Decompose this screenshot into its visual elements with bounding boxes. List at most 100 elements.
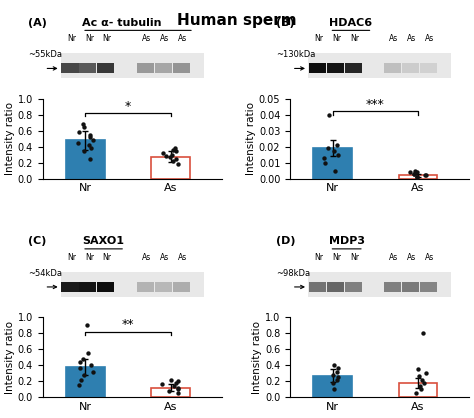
Point <box>162 153 170 160</box>
FancyBboxPatch shape <box>402 282 419 292</box>
Text: Ac α- tubulin: Ac α- tubulin <box>82 18 162 28</box>
Text: ~55kDa: ~55kDa <box>28 50 62 59</box>
FancyBboxPatch shape <box>327 282 344 292</box>
FancyBboxPatch shape <box>137 64 154 74</box>
Text: (D): (D) <box>276 236 295 246</box>
Point <box>84 350 92 357</box>
Text: (A): (A) <box>28 18 47 28</box>
Point <box>169 158 177 164</box>
Point <box>330 148 338 155</box>
FancyBboxPatch shape <box>309 282 326 292</box>
Point <box>83 322 91 329</box>
Text: *: * <box>125 99 131 112</box>
Point <box>86 155 94 162</box>
Text: As: As <box>178 253 187 262</box>
FancyBboxPatch shape <box>308 54 451 79</box>
FancyBboxPatch shape <box>173 282 190 292</box>
Text: HDAC6: HDAC6 <box>329 18 373 28</box>
Text: As: As <box>407 34 417 43</box>
Text: Nr: Nr <box>350 253 359 262</box>
Point <box>334 365 342 372</box>
Point <box>422 370 430 377</box>
FancyBboxPatch shape <box>384 282 401 292</box>
Text: As: As <box>160 34 169 43</box>
Bar <box>313 148 352 178</box>
Text: As: As <box>389 253 399 262</box>
Text: Nr: Nr <box>85 34 94 43</box>
Text: SAXO1: SAXO1 <box>82 236 124 246</box>
FancyBboxPatch shape <box>345 282 362 292</box>
Point <box>86 131 94 138</box>
Bar <box>66 140 105 178</box>
Y-axis label: Intensity ratio: Intensity ratio <box>5 321 15 394</box>
Point <box>79 121 87 127</box>
Y-axis label: Intensity ratio: Intensity ratio <box>246 102 256 175</box>
Point <box>333 142 341 148</box>
FancyBboxPatch shape <box>384 64 401 74</box>
Point <box>413 169 420 176</box>
Point <box>410 171 418 177</box>
Text: (C): (C) <box>28 236 47 246</box>
Point <box>80 371 88 378</box>
Point <box>419 330 427 336</box>
Point <box>173 148 180 155</box>
Point <box>173 155 180 162</box>
Text: As: As <box>425 253 435 262</box>
Text: MDP3: MDP3 <box>329 236 365 246</box>
FancyBboxPatch shape <box>327 64 344 74</box>
Point <box>330 386 338 393</box>
Text: ~54kDa: ~54kDa <box>28 269 62 278</box>
Point <box>174 161 182 168</box>
FancyBboxPatch shape <box>420 64 437 74</box>
Point <box>324 145 332 152</box>
FancyBboxPatch shape <box>137 282 154 292</box>
Point <box>413 173 421 180</box>
Point <box>331 167 339 174</box>
Text: As: As <box>142 253 151 262</box>
FancyBboxPatch shape <box>97 282 114 292</box>
Point <box>88 145 95 152</box>
FancyBboxPatch shape <box>155 282 172 292</box>
Point <box>413 390 420 396</box>
Text: ***: *** <box>366 98 385 111</box>
Point <box>77 376 85 383</box>
Point <box>74 139 82 146</box>
Text: ~130kDa: ~130kDa <box>276 50 315 59</box>
Point <box>159 381 166 387</box>
Point <box>166 154 173 161</box>
Text: Nr: Nr <box>332 34 341 43</box>
FancyBboxPatch shape <box>155 64 172 74</box>
Bar <box>152 157 190 178</box>
Point <box>329 380 337 386</box>
Text: As: As <box>178 34 187 43</box>
Text: Nr: Nr <box>314 34 323 43</box>
Point <box>321 155 328 161</box>
Text: Nr: Nr <box>67 34 76 43</box>
Text: As: As <box>389 34 399 43</box>
Point <box>76 359 83 365</box>
Point <box>172 380 180 386</box>
Point <box>171 382 178 389</box>
Point <box>81 147 88 154</box>
Point <box>415 373 422 380</box>
Point <box>75 382 82 388</box>
FancyBboxPatch shape <box>62 64 79 74</box>
Point <box>90 368 97 375</box>
Point <box>85 142 92 148</box>
FancyBboxPatch shape <box>173 64 190 74</box>
Bar <box>399 176 437 178</box>
FancyBboxPatch shape <box>62 282 79 292</box>
Point <box>174 378 182 385</box>
Text: **: ** <box>122 318 134 331</box>
Y-axis label: Intensity ratio: Intensity ratio <box>252 321 262 394</box>
Point <box>75 129 83 135</box>
FancyBboxPatch shape <box>61 54 204 79</box>
Point <box>88 362 95 368</box>
FancyBboxPatch shape <box>61 272 204 297</box>
Text: Human sperm: Human sperm <box>177 13 297 28</box>
Point <box>174 384 182 391</box>
Text: Nr: Nr <box>332 253 341 262</box>
Point <box>325 111 332 118</box>
Point <box>414 366 421 372</box>
Point <box>411 167 419 174</box>
